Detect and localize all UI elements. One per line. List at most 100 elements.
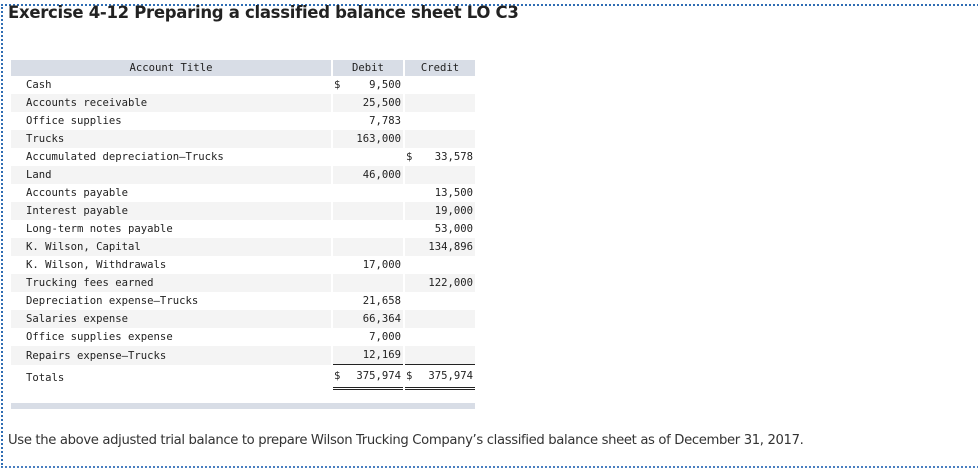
totals-label: Totals <box>26 371 65 384</box>
debit-cell <box>333 202 403 220</box>
account-title-cell: Repairs expense—Trucks <box>11 346 331 365</box>
debit-cell: 17,000 <box>333 256 403 274</box>
credit-cell <box>405 94 475 112</box>
debit-amount: 46,000 <box>362 169 401 181</box>
account-title: Accounts payable <box>26 187 129 199</box>
table-header-row: Account Title Debit Credit <box>11 60 475 76</box>
table-row: Office supplies 7,783 <box>11 112 475 130</box>
account-title-cell: Accounts payable <box>11 184 331 202</box>
account-title: Depreciation expense—Trucks <box>26 295 199 307</box>
credit-cell <box>405 256 475 274</box>
debit-cell: 46,000 <box>333 166 403 184</box>
credit-cell <box>405 310 475 328</box>
debit-amount: 25,500 <box>362 97 401 109</box>
table-row: Office supplies expense 7,000 <box>11 328 475 346</box>
account-title-cell: K. Wilson, Capital <box>11 238 331 256</box>
account-title-cell: Accounts receivable <box>11 94 331 112</box>
table-row: Cash $9,500 <box>11 76 475 94</box>
spacer-cell <box>11 390 475 403</box>
account-title: Trucking fees earned <box>26 277 154 289</box>
debit-amount: 21,658 <box>362 295 401 307</box>
totals-label-cell: Totals <box>11 365 331 390</box>
table-row: K. Wilson, Capital 134,896 <box>11 238 475 256</box>
table-row: Trucks 163,000 <box>11 130 475 148</box>
totals-debit-cell: $375,974 <box>333 365 403 390</box>
account-title: Land <box>26 169 52 181</box>
debit-amount: 12,169 <box>362 349 401 361</box>
account-title-cell: Land <box>11 166 331 184</box>
table-row: Land 46,000 <box>11 166 475 184</box>
account-title: K. Wilson, Capital <box>26 241 141 253</box>
exercise-frame <box>1 4 978 468</box>
credit-cell <box>405 130 475 148</box>
table-body: Cash $9,500 Accounts receivable 25,500 O… <box>11 76 475 409</box>
account-title: Interest payable <box>26 205 129 217</box>
header-account-title: Account Title <box>11 60 331 76</box>
table-row: Accounts receivable 25,500 <box>11 94 475 112</box>
instruction-text: Use the above adjusted trial balance to … <box>8 433 804 448</box>
credit-cell: 19,000 <box>405 202 475 220</box>
totals-row: Totals $375,974 $375,974 <box>11 365 475 390</box>
debit-cell: 163,000 <box>333 130 403 148</box>
account-title-cell: Office supplies <box>11 112 331 130</box>
credit-cell <box>405 346 475 365</box>
credit-amount: 13,500 <box>434 187 473 199</box>
debit-amount: 7,000 <box>369 331 401 343</box>
debit-cell: 7,783 <box>333 112 403 130</box>
trial-balance-table: Account Title Debit Credit Cash $9,500 A… <box>9 60 477 409</box>
credit-amount: 122,000 <box>428 277 473 289</box>
account-title: Repairs expense—Trucks <box>26 349 167 362</box>
table-row: Repairs expense—Trucks 12,169 <box>11 346 475 365</box>
debit-cell <box>333 184 403 202</box>
footer-bar-cell <box>11 403 475 409</box>
account-title: Cash <box>26 79 52 91</box>
account-title: Salaries expense <box>26 313 129 325</box>
credit-cell <box>405 328 475 346</box>
table-row: Accounts payable 13,500 <box>11 184 475 202</box>
debit-amount: 17,000 <box>362 259 401 271</box>
credit-cell: 134,896 <box>405 238 475 256</box>
totals-credit-currency: $ <box>406 370 413 382</box>
totals-credit-amount: 375,974 <box>428 370 473 382</box>
account-title-cell: Accumulated depreciation—Trucks <box>11 148 331 166</box>
table-row: K. Wilson, Withdrawals 17,000 <box>11 256 475 274</box>
credit-amount: 19,000 <box>434 205 473 217</box>
account-title-cell: Office supplies expense <box>11 328 331 346</box>
table-row: Long-term notes payable 53,000 <box>11 220 475 238</box>
table-row: Depreciation expense—Trucks 21,658 <box>11 292 475 310</box>
account-title: Long-term notes payable <box>26 223 173 235</box>
account-title: K. Wilson, Withdrawals <box>26 259 167 271</box>
debit-cell <box>333 148 403 166</box>
account-title-cell: Salaries expense <box>11 310 331 328</box>
credit-amount: 134,896 <box>428 241 473 253</box>
account-title-cell: K. Wilson, Withdrawals <box>11 256 331 274</box>
totals-credit-cell: $375,974 <box>405 365 475 390</box>
debit-cell: 21,658 <box>333 292 403 310</box>
debit-cell <box>333 274 403 292</box>
table-footer-bar <box>11 403 475 409</box>
table-row: Interest payable 19,000 <box>11 202 475 220</box>
account-title-cell: Interest payable <box>11 202 331 220</box>
account-title-cell: Cash <box>11 76 331 94</box>
account-title: Accounts receivable <box>26 97 148 109</box>
header-credit: Credit <box>405 60 475 76</box>
table-row: Trucking fees earned 122,000 <box>11 274 475 292</box>
table-spacer <box>11 390 475 403</box>
credit-cell: 122,000 <box>405 274 475 292</box>
table-row: Accumulated depreciation—Trucks $33,578 <box>11 148 475 166</box>
credit-cell <box>405 292 475 310</box>
debit-cell: 66,364 <box>333 310 403 328</box>
account-title: Trucks <box>26 133 65 145</box>
account-title: Office supplies expense <box>26 331 173 343</box>
debit-amount: 9,500 <box>369 79 401 91</box>
debit-amount: 163,000 <box>356 133 401 145</box>
credit-amount: 33,578 <box>434 151 473 163</box>
credit-cell: 53,000 <box>405 220 475 238</box>
credit-cell: $33,578 <box>405 148 475 166</box>
debit-cell: 12,169 <box>333 346 403 365</box>
exercise-title: Exercise 4-12 Preparing a classified bal… <box>8 3 519 22</box>
account-title-cell: Trucking fees earned <box>11 274 331 292</box>
debit-amount: 66,364 <box>362 313 401 325</box>
account-title-cell: Long-term notes payable <box>11 220 331 238</box>
account-title-cell: Trucks <box>11 130 331 148</box>
